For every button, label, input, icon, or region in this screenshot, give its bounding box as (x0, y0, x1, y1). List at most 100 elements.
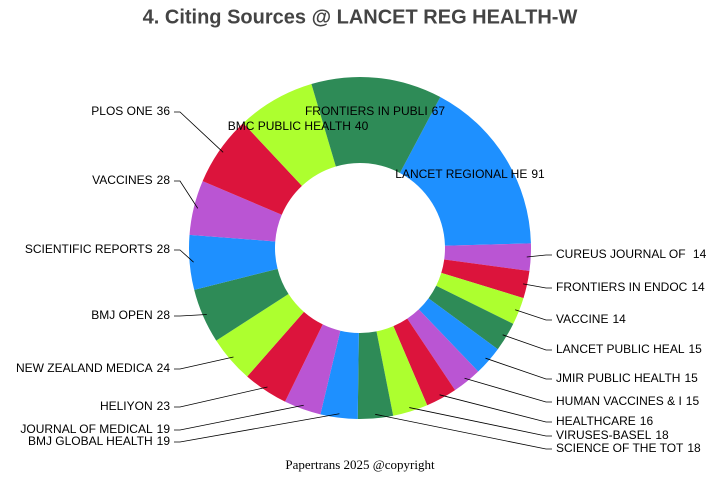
leader-line (502, 334, 552, 351)
donut-slice (376, 326, 428, 416)
donut-slice (320, 330, 359, 419)
leader-line (523, 283, 552, 289)
slice-label-name: PLOS ONE (91, 104, 152, 118)
donut-slice (216, 294, 304, 377)
slice-label: SCIENCE OF THE TOT 18 (556, 441, 701, 455)
donut-slice (436, 272, 524, 324)
slice-label-value: 28 (157, 308, 171, 322)
slice-label-name: LANCET PUBLIC HEAL (556, 342, 685, 356)
slice-label-name: BMJ OPEN (91, 308, 152, 322)
donut-slice (393, 318, 456, 406)
leader-line (515, 309, 552, 321)
slice-label: SCIENTIFIC REPORTS 28 (25, 242, 170, 256)
slice-label-name: BMC PUBLIC HEALTH (228, 119, 351, 133)
donut-slice (444, 243, 531, 272)
slice-label: PLOS ONE 36 (91, 104, 170, 118)
slice-label-name: HUMAN VACCINES & I (556, 394, 682, 408)
slice-label-value: 15 (684, 371, 698, 385)
leader-line (375, 413, 552, 450)
slice-label: BMJ GLOBAL HEALTH 19 (28, 434, 170, 448)
footer: Papertrans 2025 @copyright (285, 457, 435, 472)
slice-label: BMJ OPEN 28 (91, 308, 170, 322)
leader-line (174, 404, 304, 431)
slice-label: VACCINES 28 (92, 173, 170, 187)
slice-label-name: SCIENCE OF THE TOT (556, 441, 684, 455)
donut-slice (407, 309, 479, 391)
slice-label-name: VIRUSES-BASEL (556, 428, 652, 442)
slice-label-name: FRONTIERS IN PUBLI (305, 104, 428, 118)
slice-label: LANCET PUBLIC HEAL 15 (556, 342, 702, 356)
leader-line (464, 377, 552, 403)
slice-label: JOURNAL OF MEDICAL 19 (20, 422, 170, 436)
slice-label: JMIR PUBLIC HEALTH 15 (556, 371, 698, 385)
leader-line (174, 314, 207, 317)
donut-slice (285, 324, 341, 415)
slice-label: BMC PUBLIC HEALTH 40 (228, 119, 369, 133)
slice-label-name: FRONTIERS IN ENDOC (556, 280, 688, 294)
chart-title: 4. Citing Sources @ LANCET REG HEALTH-W (143, 6, 578, 28)
slice-label: NEW ZEALAND MEDICA 24 (16, 361, 170, 375)
donut-slice (247, 311, 323, 402)
slice-label-name: JOURNAL OF MEDICAL (20, 422, 153, 436)
slice-label-value: 19 (157, 422, 171, 436)
slice-label-value: 14 (612, 312, 626, 326)
slice-label-value: 28 (157, 242, 171, 256)
donut-slice (202, 123, 302, 215)
donut-slice (428, 285, 514, 350)
slice-label: LANCET REGIONAL HE 91 (395, 167, 545, 181)
slice-label: CUREUS JOURNAL OF 14 (556, 247, 707, 261)
slice-label-name: CUREUS JOURNAL OF (556, 247, 689, 261)
slice-label: FRONTIERS IN PUBLI 67 (305, 104, 445, 118)
slice-label-value: 36 (157, 104, 171, 118)
leader-line (174, 386, 268, 408)
leader-line (526, 254, 552, 258)
slice-label: FRONTIERS IN ENDOC 14 (556, 280, 705, 294)
leader-line (439, 394, 552, 423)
slice-label-value: 18 (687, 441, 701, 455)
slice-label-value: 18 (655, 428, 669, 442)
donut-slice (311, 76, 441, 173)
slice-label: HUMAN VACCINES & I 15 (556, 394, 699, 408)
slice-label-value: 14 (693, 247, 707, 261)
slice-label-value: 19 (157, 434, 171, 448)
slice-label-name: HELIYON (100, 399, 153, 413)
slice-label-value: 67 (432, 104, 446, 118)
leader-line (174, 180, 199, 209)
slice-label: VIRUSES-BASEL 18 (556, 428, 669, 442)
donut-slice (189, 234, 278, 290)
slice-label-value: 40 (355, 119, 369, 133)
leader-line (485, 357, 552, 380)
leader-line (174, 356, 234, 370)
slice-label-value: 28 (157, 173, 171, 187)
leader-line (174, 249, 194, 263)
slice-label-name: JMIR PUBLIC HEALTH (556, 371, 680, 385)
slice-label-name: LANCET REGIONAL HE (395, 167, 527, 181)
slice-label-value: 24 (157, 361, 171, 375)
donut-slice (189, 181, 282, 242)
slice-label-name: SCIENTIFIC REPORTS (25, 242, 153, 256)
donut-slice (357, 331, 394, 419)
slice-label-name: VACCINES (92, 173, 152, 187)
leader-line (409, 407, 552, 437)
slice-label-value: 14 (691, 280, 705, 294)
leader-line (174, 413, 340, 443)
donut-slice (399, 97, 531, 246)
slice-label: HELIYON 23 (100, 399, 170, 413)
slice-label-value: 15 (686, 394, 700, 408)
slice-label-name: HEALTHCARE (556, 414, 636, 428)
slice-label-name: NEW ZEALAND MEDICA (16, 361, 153, 375)
slice-label-value: 15 (689, 342, 703, 356)
slice-label-value: 23 (157, 399, 171, 413)
slice-label: HEALTHCARE 16 (556, 414, 653, 428)
slice-label-name: BMJ GLOBAL HEALTH (28, 434, 153, 448)
slice-label-name: VACCINE (556, 312, 608, 326)
donut-slice (441, 259, 530, 299)
leader-line (174, 111, 224, 153)
donut-slice (418, 298, 498, 372)
slice-label-value: 16 (640, 414, 654, 428)
donut-slice (243, 84, 336, 186)
slice-label: VACCINE 14 (556, 312, 626, 326)
slice-label-value: 91 (531, 167, 545, 181)
